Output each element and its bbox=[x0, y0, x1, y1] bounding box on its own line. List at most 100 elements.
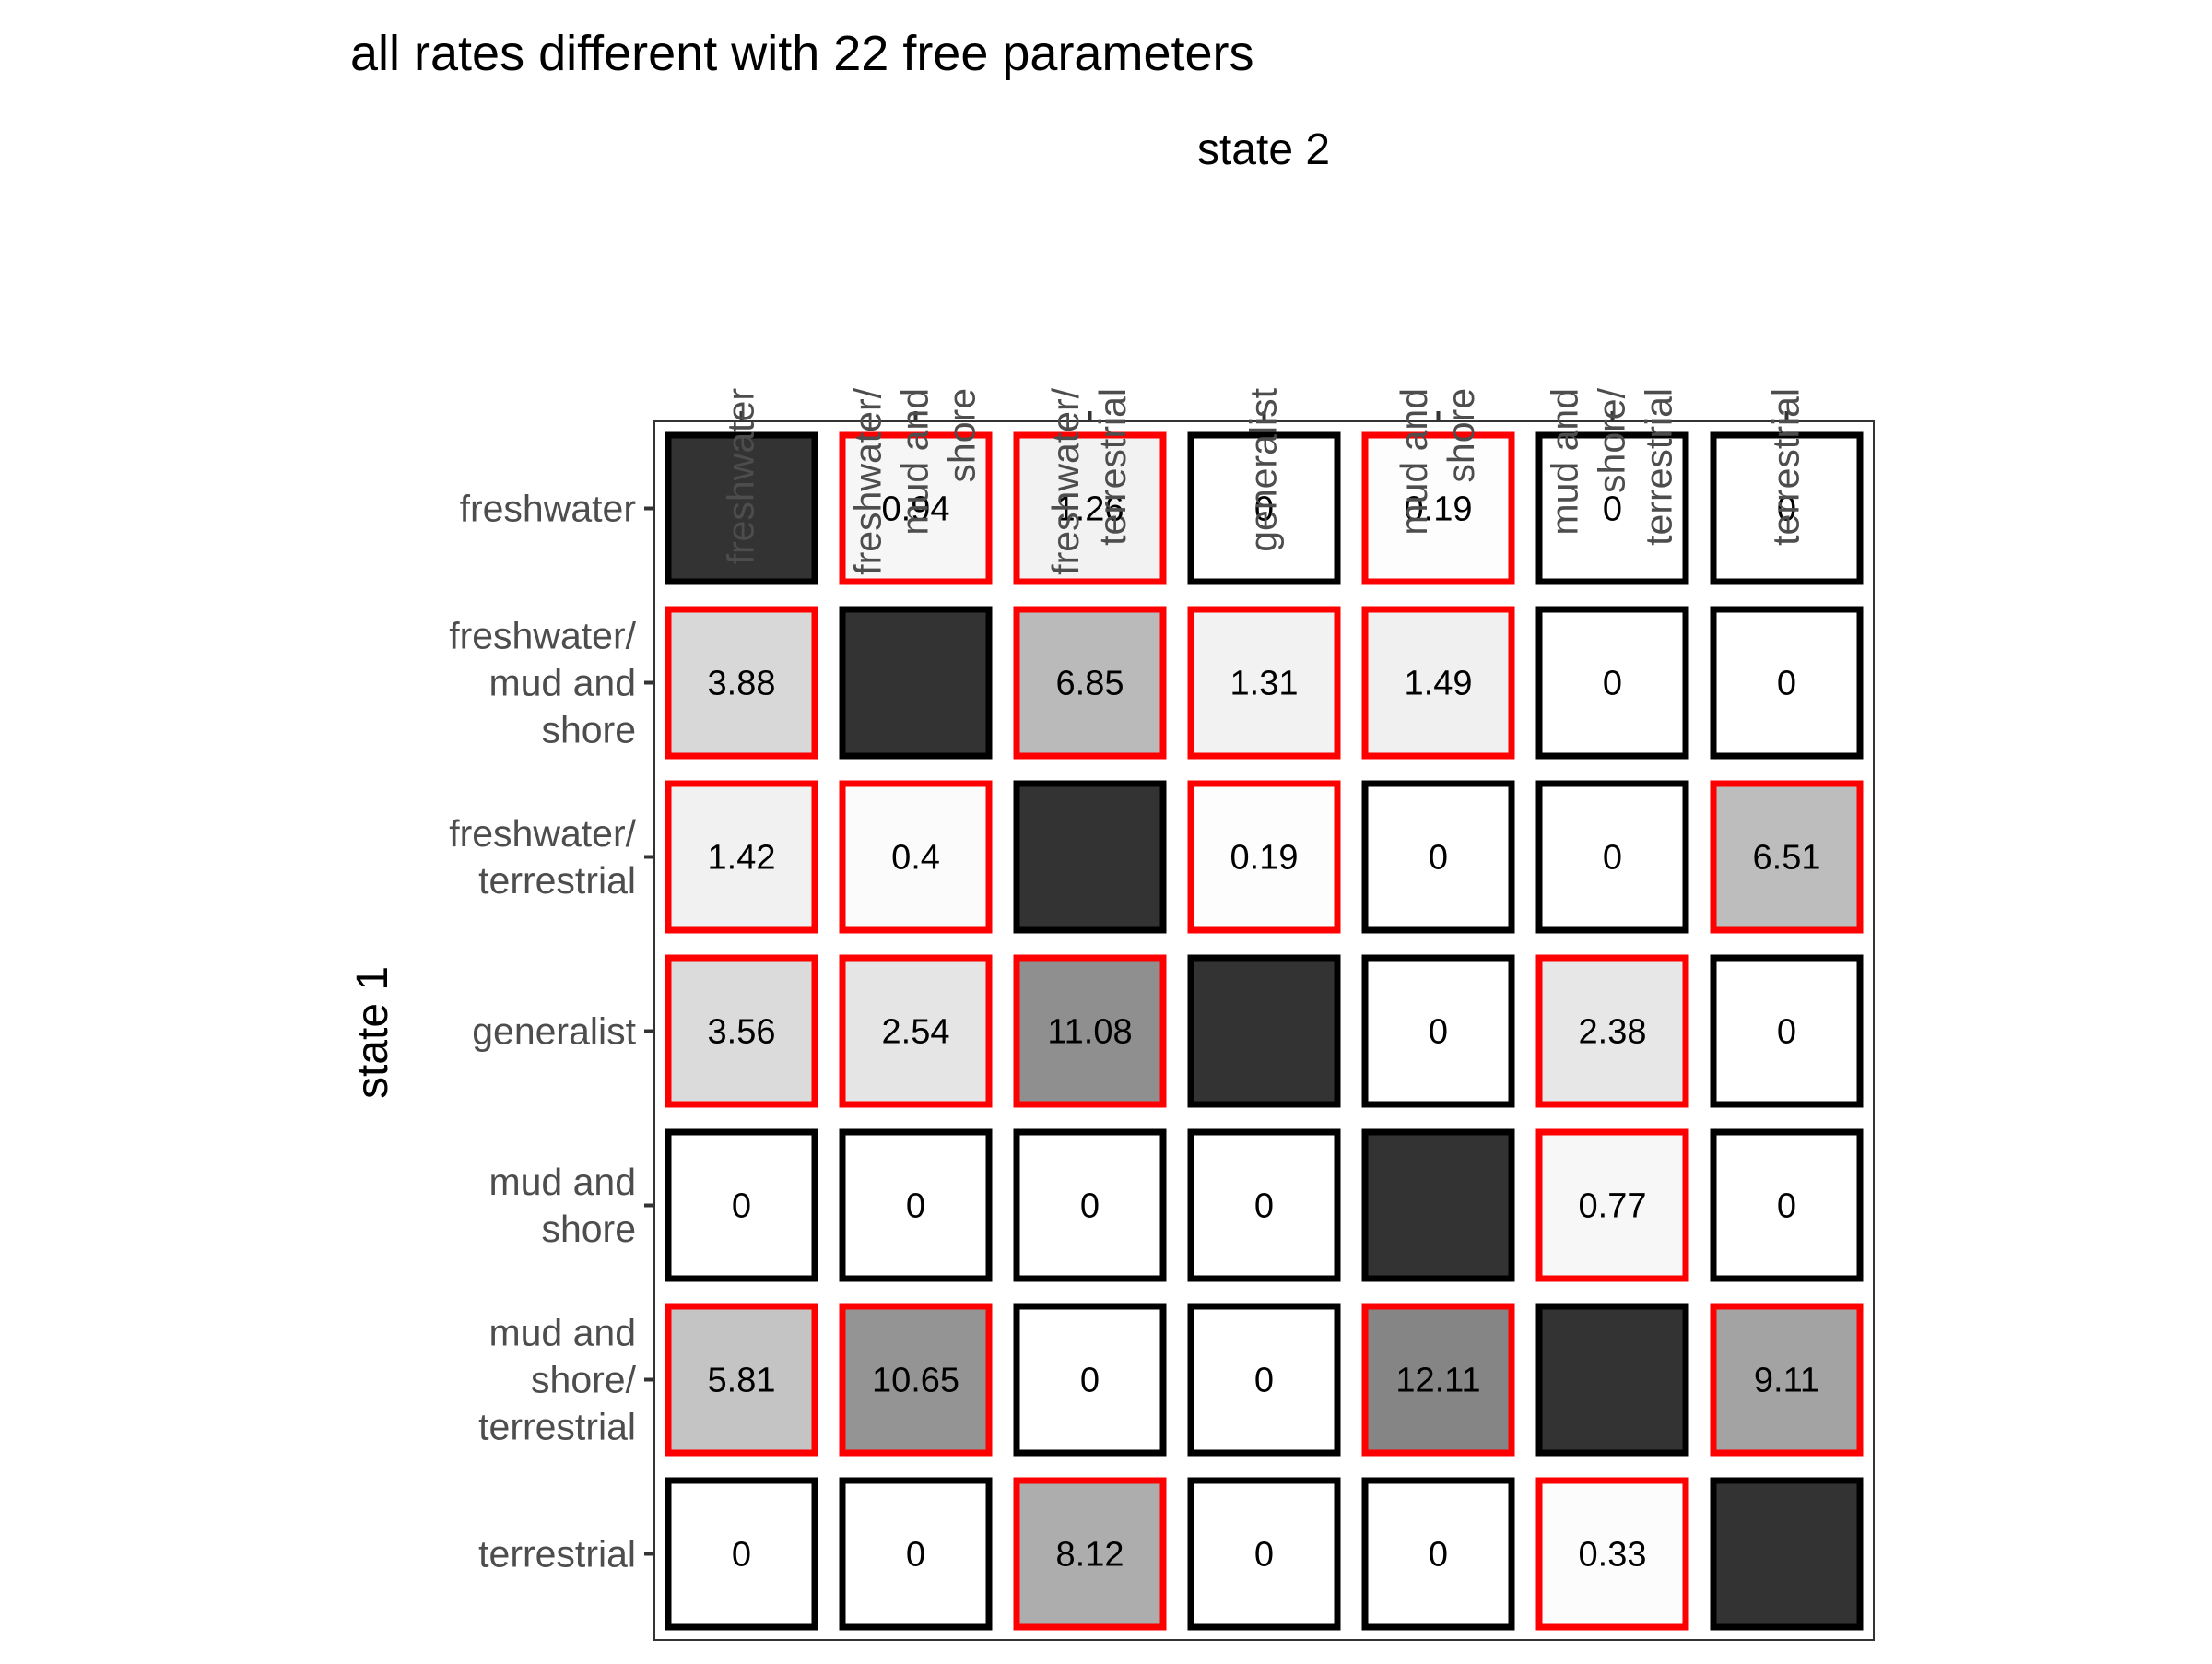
cell-value-label: 0 bbox=[906, 1536, 925, 1575]
x-tick-label: mud and shore bbox=[1393, 388, 1482, 536]
heatmap-cell bbox=[1535, 954, 1689, 1108]
cell-value-label: 0 bbox=[1254, 490, 1274, 529]
heatmap-cell bbox=[839, 1128, 993, 1282]
cell-value-label: 0 bbox=[1777, 1187, 1796, 1226]
cell-value-label: 0 bbox=[1777, 1013, 1796, 1052]
cell-value-label: 0 bbox=[1429, 839, 1448, 878]
heatmap-cell bbox=[1187, 1477, 1341, 1631]
heatmap-cell bbox=[839, 1303, 993, 1457]
heatmap-cell bbox=[1013, 1303, 1167, 1457]
heatmap-cell bbox=[1535, 1128, 1689, 1282]
cell-value-label: 2.54 bbox=[882, 1013, 950, 1052]
cell-value-label: 0 bbox=[1603, 839, 1622, 878]
heatmap-cell bbox=[1013, 780, 1167, 934]
heatmap-cell bbox=[839, 606, 993, 760]
heatmap-cell bbox=[839, 780, 993, 934]
heatmap-cell bbox=[1361, 780, 1515, 934]
heatmap-cell bbox=[1013, 1477, 1167, 1631]
cell-value-label: 0 bbox=[1080, 1187, 1100, 1226]
heatmap-cell bbox=[1535, 606, 1689, 760]
cell-value-label: 0 bbox=[1429, 1536, 1448, 1575]
cell-value-label: 1.31 bbox=[1230, 665, 1299, 703]
cell-value-label: 0.4 bbox=[891, 839, 940, 878]
heatmap-cell bbox=[1013, 606, 1167, 760]
cell-value-label: 0 bbox=[1603, 665, 1622, 703]
cell-value-label: 5.81 bbox=[708, 1362, 776, 1400]
heatmap-cell bbox=[1361, 1303, 1515, 1457]
y-tick-label: terrestrial bbox=[478, 1533, 636, 1575]
heatmap-cell bbox=[1187, 954, 1341, 1108]
y-tick-label: mud and shore/terrestrial bbox=[478, 1312, 636, 1448]
cell-value-label: 0 bbox=[1254, 1362, 1274, 1400]
cell-value-label: 0 bbox=[1603, 490, 1622, 529]
y-tick-label: freshwater bbox=[460, 488, 636, 530]
heatmap-cell bbox=[1361, 431, 1515, 585]
heatmap-cell bbox=[1187, 780, 1341, 934]
heatmap-cell bbox=[1187, 1303, 1341, 1457]
heatmap-cell bbox=[839, 431, 993, 585]
cell-value-label: 0 bbox=[732, 1187, 751, 1226]
cell-value-label: 8.12 bbox=[1056, 1536, 1124, 1575]
heatmap-cell bbox=[1535, 1477, 1689, 1631]
y-tick-label: freshwater/mud and shore bbox=[449, 615, 636, 751]
heatmap-cell bbox=[1361, 1477, 1515, 1631]
cell-value-label: 9.11 bbox=[1754, 1362, 1819, 1400]
heatmap-cell bbox=[665, 431, 818, 585]
x-tick-label: mud and shore/terrestrial bbox=[1544, 387, 1680, 545]
heatmap-cell bbox=[1535, 1303, 1689, 1457]
cell-value-label: 1.42 bbox=[708, 839, 776, 878]
y-axis-title: state 1 bbox=[348, 966, 397, 1099]
cell-value-label: 6.51 bbox=[1753, 839, 1821, 878]
cell-value-label: 0.19 bbox=[1405, 490, 1473, 529]
heatmap-cell bbox=[839, 1477, 993, 1631]
cell-value-label: 0 bbox=[1777, 490, 1796, 529]
y-tick-label: freshwater/terrestrial bbox=[449, 812, 636, 902]
heatmap-cell bbox=[1187, 606, 1341, 760]
heatmap-cell bbox=[839, 954, 993, 1108]
heatmap-cell bbox=[1361, 954, 1515, 1108]
cell-value-label: 2.38 bbox=[1579, 1013, 1647, 1052]
heatmap-cell bbox=[1710, 1477, 1864, 1631]
x-axis: freshwater freshwater/mud and shore freshwa… bbox=[720, 387, 1807, 574]
cell-value-label: 1.49 bbox=[1405, 665, 1473, 703]
y-tick-label: mud and shore bbox=[488, 1161, 636, 1250]
y-tick-label: generalist bbox=[472, 1010, 636, 1053]
cell-value-label: 0 bbox=[1254, 1536, 1274, 1575]
heatmap-cell bbox=[1710, 780, 1864, 934]
x-tick-label: freshwater/mud and shore bbox=[847, 387, 983, 574]
cell-value-label: 0 bbox=[906, 1187, 925, 1226]
heatmap-cell bbox=[1013, 431, 1167, 585]
cell-value-label: 10.65 bbox=[872, 1362, 959, 1400]
heatmap-cell bbox=[665, 1477, 818, 1631]
x-tick-label: freshwater bbox=[720, 388, 762, 564]
x-axis-title: state 2 bbox=[1197, 125, 1330, 174]
heatmap-cell bbox=[1710, 1303, 1864, 1457]
cell-value-label: 11.08 bbox=[1047, 1013, 1132, 1052]
heatmap-cell bbox=[1013, 954, 1167, 1108]
cell-value-label: 0.19 bbox=[1230, 839, 1299, 878]
cell-value-label: 0.94 bbox=[882, 490, 950, 529]
heatmap-cell bbox=[1535, 431, 1689, 585]
cell-value-label: 0.77 bbox=[1579, 1187, 1647, 1226]
heatmap-cell bbox=[1187, 1128, 1341, 1282]
heatmap-cell bbox=[665, 780, 818, 934]
heatmap-cell bbox=[1535, 780, 1689, 934]
cell-value-label: 0 bbox=[1777, 665, 1796, 703]
heatmap-cell bbox=[1710, 431, 1864, 585]
heatmap-cell bbox=[1361, 606, 1515, 760]
cell-value-label: 6.85 bbox=[1056, 665, 1124, 703]
x-tick-label: terrestrial bbox=[1765, 388, 1807, 546]
heatmap-cell bbox=[665, 606, 818, 760]
x-tick-label: generalist bbox=[1242, 387, 1285, 551]
heatmap-cell bbox=[665, 1303, 818, 1457]
cell-value-label: 0 bbox=[1429, 1013, 1448, 1052]
cell-value-label: 3.88 bbox=[708, 665, 776, 703]
cells-layer: 0.94 1.26 0 0.19 0 0 3.88 6.85 1.31 1.49 0 0 1.42 0.4… bbox=[665, 431, 1864, 1631]
heatmap-cell bbox=[1710, 954, 1864, 1108]
heatmap-cell bbox=[1361, 1128, 1515, 1282]
cell-value-label: 0 bbox=[1254, 1187, 1274, 1226]
y-axis: freshwater freshwater/mud and shore freshwa… bbox=[449, 488, 654, 1575]
cell-value-label: 3.56 bbox=[708, 1013, 776, 1052]
cell-value-label: 0.33 bbox=[1579, 1536, 1647, 1575]
